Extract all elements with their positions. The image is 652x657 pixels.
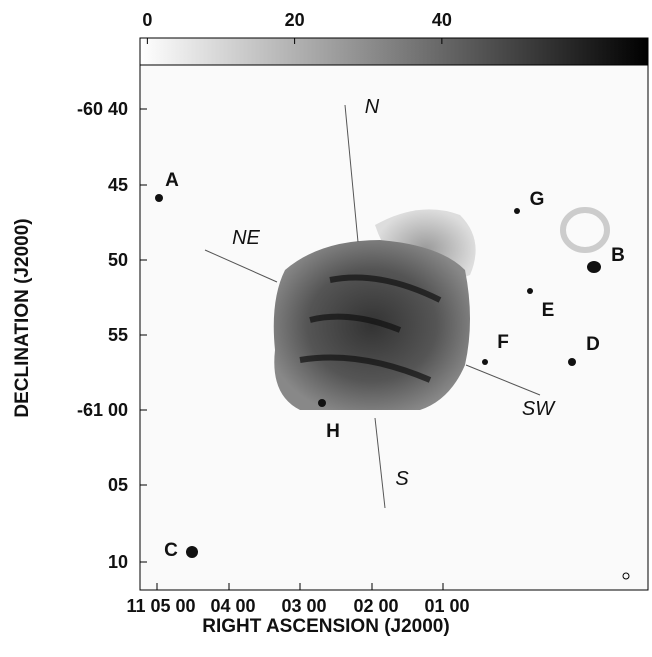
direction-lines bbox=[204, 104, 541, 509]
source-label: E bbox=[542, 300, 555, 321]
colorbar-tick-label: 0 bbox=[142, 10, 152, 30]
source-label: F bbox=[497, 332, 509, 353]
y-tick-label: 50 bbox=[108, 250, 128, 270]
colorbar-tick-label: 20 bbox=[285, 10, 305, 30]
source-label: D bbox=[586, 334, 600, 355]
y-tick-label: 10 bbox=[108, 552, 128, 572]
x-tick-label: 11 05 00 bbox=[126, 596, 195, 616]
x-tick-label: 02 00 bbox=[353, 596, 398, 616]
direction-label: S bbox=[395, 468, 409, 490]
source-label: G bbox=[530, 189, 545, 210]
remnant-filaments bbox=[299, 274, 442, 383]
source-label: A bbox=[165, 170, 179, 191]
y-tick-label: 45 bbox=[108, 175, 128, 195]
x-axis-title: RIGHT ASCENSION (J2000) bbox=[202, 616, 449, 637]
sources bbox=[155, 194, 601, 558]
colorbar bbox=[139, 37, 649, 66]
direction-label: NE bbox=[232, 227, 260, 249]
y-tick-label: 05 bbox=[108, 475, 128, 495]
diffuse-ring bbox=[560, 207, 610, 253]
y-tick-label: -60 40 bbox=[77, 99, 128, 119]
y-tick-label: -61 00 bbox=[77, 400, 128, 420]
x-tick-label: 01 00 bbox=[424, 596, 469, 616]
direction-label: SW bbox=[522, 398, 556, 420]
source-label: C bbox=[164, 540, 178, 561]
colorbar-tick-label: 40 bbox=[432, 10, 452, 30]
x-tick-label: 04 00 bbox=[210, 596, 255, 616]
beam bbox=[622, 572, 630, 580]
source-label: B bbox=[611, 245, 625, 266]
y-axis-title: DECLINATION (J2000) bbox=[12, 218, 33, 417]
direction-label: N bbox=[365, 96, 380, 118]
remnant bbox=[273, 240, 470, 410]
x-tick-label: 03 00 bbox=[281, 596, 326, 616]
source-label: H bbox=[326, 421, 340, 442]
y-tick-label: 55 bbox=[108, 325, 128, 345]
